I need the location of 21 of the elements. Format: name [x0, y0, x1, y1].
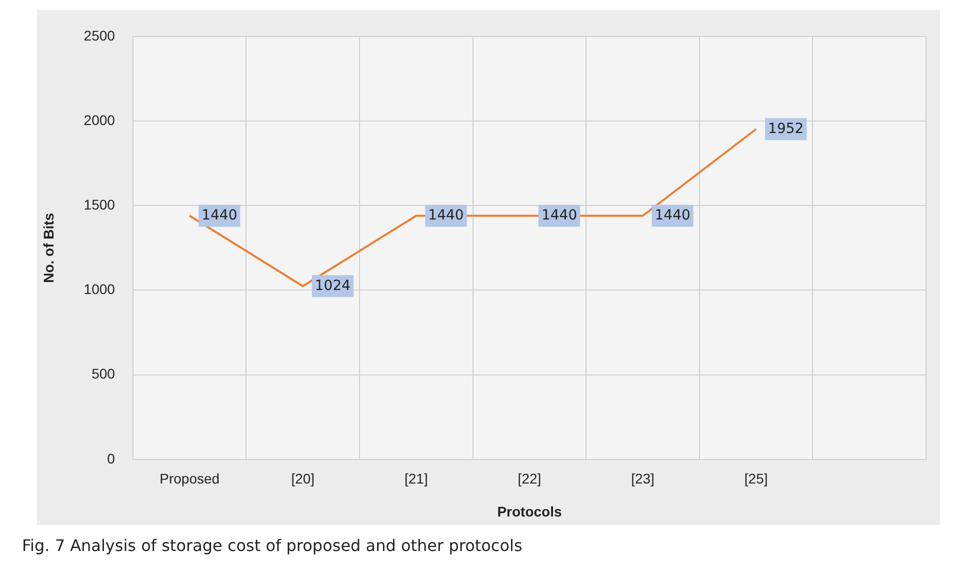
y-tick-label: 1500	[84, 196, 116, 212]
x-axis-title: Protocols	[497, 503, 562, 520]
data-label: 1440	[654, 207, 690, 224]
y-tick-label: 2000	[84, 112, 116, 128]
data-label: 1440	[428, 207, 464, 224]
caption: Fig. 7 Analysis of storage cost of proposed and other protocols	[22, 536, 522, 555]
data-label: 1440	[202, 207, 238, 224]
data-label: 1440	[541, 207, 578, 224]
y-axis-title: No. of Bits	[40, 212, 56, 283]
y-tick-label: 1000	[84, 281, 116, 298]
y-tick-label: 0	[107, 450, 116, 466]
x-tick-label: Proposed	[160, 470, 220, 487]
y-tick-label: 2500	[84, 27, 116, 44]
x-tick-label: [20]	[291, 470, 315, 487]
y-tick-label: 500	[92, 366, 116, 382]
x-tick-label: [25]	[744, 470, 768, 487]
data-label: 1952	[768, 120, 804, 137]
x-tick-label: [23]	[631, 470, 654, 487]
data-label: 1024	[314, 278, 351, 294]
x-tick-label: [22]	[518, 470, 542, 487]
x-tick-label: [21]	[404, 470, 428, 487]
